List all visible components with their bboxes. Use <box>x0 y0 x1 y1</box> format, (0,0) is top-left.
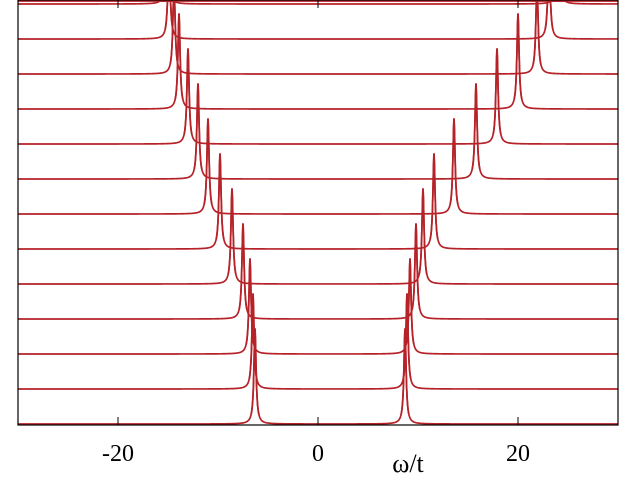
spectrum-line-2 <box>17 293 619 390</box>
peak-3-2 <box>405 258 415 345</box>
peak-11-2 <box>532 0 542 65</box>
spectrum-line-4 <box>17 223 619 320</box>
spectrum-line-1 <box>17 328 619 425</box>
peak-5-2 <box>418 188 428 275</box>
spectrum-line-8 <box>17 83 619 180</box>
plot-frame <box>17 0 619 426</box>
peak-10-2 <box>513 13 523 100</box>
x-axis-ticks: -20 0 20 <box>102 0 530 467</box>
peak-8-2 <box>471 83 481 170</box>
peak-8-1 <box>193 83 203 170</box>
x-tick-label-1: -20 <box>102 441 134 467</box>
spectrum-line-3 <box>17 258 619 355</box>
peak-1-2 <box>400 328 410 415</box>
spectrum-line-9 <box>17 48 619 145</box>
x-tick-label-2: 0 <box>312 441 324 467</box>
peak-9-2 <box>492 48 502 135</box>
x-axis-label: ω/t <box>392 449 424 478</box>
spectrum-line-11 <box>17 0 619 75</box>
spectrum-line-7 <box>17 118 619 215</box>
peak-12-2 <box>544 0 554 30</box>
spectrum-line-5 <box>17 188 619 285</box>
series-layer <box>17 0 619 425</box>
peak-6-2 <box>429 153 439 240</box>
peak-2-2 <box>402 293 412 380</box>
peak-9-1 <box>183 48 193 135</box>
peak-5-1 <box>227 188 237 275</box>
peak-1-1 <box>250 328 260 415</box>
peak-10-1 <box>174 13 184 100</box>
peak-3-1 <box>245 258 255 345</box>
peak-11-1 <box>169 0 179 65</box>
spectrum-line-10 <box>17 13 619 110</box>
peak-4-1 <box>238 223 248 310</box>
peak-7-1 <box>203 118 213 205</box>
peak-6-1 <box>215 153 225 240</box>
x-tick-label-3: 20 <box>506 441 530 467</box>
peak-4-2 <box>411 223 421 310</box>
peak-7-2 <box>449 118 459 205</box>
spectrum-line-6 <box>17 153 619 250</box>
peak-2-1 <box>248 293 258 380</box>
peak-12-1 <box>164 0 174 30</box>
